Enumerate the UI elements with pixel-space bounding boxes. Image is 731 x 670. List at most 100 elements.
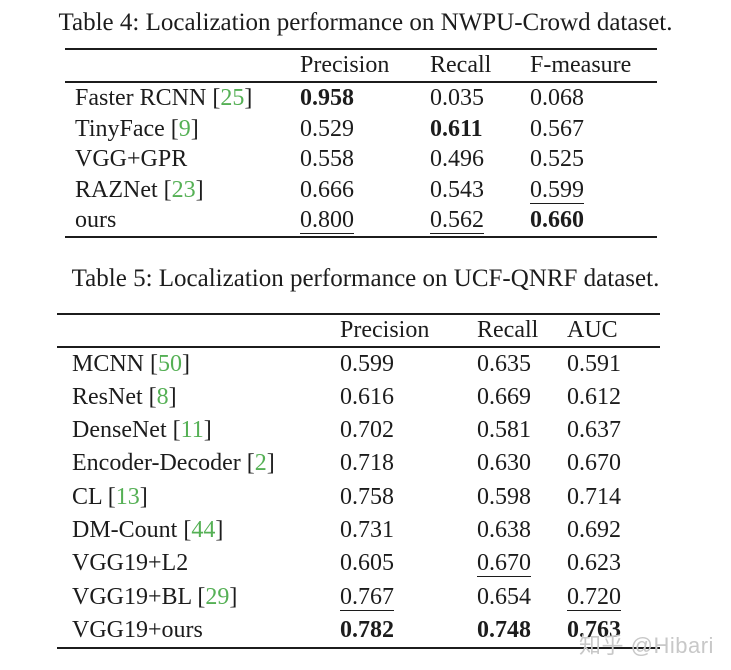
- method-label: VGG19+L2: [72, 550, 189, 577]
- value-cell: 0.543: [430, 175, 530, 206]
- method-label: RAZNet: [75, 176, 158, 203]
- citation-ref: 2: [254, 450, 267, 477]
- column-header: Precision: [340, 316, 430, 343]
- column-header: Recall: [477, 316, 539, 343]
- method-cell: ResNet [8]: [72, 383, 177, 410]
- metric-value: 0.591: [567, 350, 621, 377]
- metric-value: 0.782: [340, 616, 394, 643]
- value-cell: 0.635: [477, 348, 567, 381]
- method-cell: VGG+GPR: [65, 144, 300, 175]
- citation-ref: 11: [180, 417, 204, 444]
- table4-localization-nwpu: Precision Recall F-measure Faster RCNN [25]…: [65, 48, 657, 238]
- method-label: Encoder-Decoder: [72, 450, 241, 477]
- column-header: Recall: [430, 52, 492, 78]
- value-cell: 0.670: [567, 447, 660, 480]
- metric-value: 0.581: [477, 417, 531, 444]
- value-cell: 0.623: [567, 547, 660, 580]
- method-cell: VGG19+BL [29]: [72, 583, 238, 610]
- table-row: DenseNet [11] 0.702 0.581 0.637: [57, 414, 660, 447]
- method-label: CL: [72, 483, 102, 510]
- table4-caption: Table 4: Localization performance on NWP…: [58, 9, 673, 36]
- method-label: TinyFace: [75, 115, 165, 142]
- metric-value: 0.637: [567, 417, 621, 444]
- value-cell: 0.763: [567, 614, 660, 647]
- value-cell: 0.767: [340, 581, 477, 614]
- method-label: MCNN: [72, 350, 145, 377]
- table5-caption: Table 5: Localization performance on UCF…: [71, 264, 660, 292]
- value-cell: 0.800: [300, 205, 430, 236]
- method-cell: VGG19+ours: [57, 614, 340, 647]
- value-cell: 0.666: [300, 175, 430, 206]
- value-cell: 0.591: [567, 348, 660, 381]
- value-cell: 0.718: [340, 447, 477, 480]
- metric-value: 0.670: [567, 450, 621, 477]
- metric-value: 0.599: [340, 350, 394, 377]
- column-header: Precision: [300, 52, 390, 78]
- table5-localization-ucfqnrf: Precision Recall AUC MCNN [50] 0.599 0.635 0.5…: [57, 312, 660, 650]
- value-cell: 0.748: [477, 614, 567, 647]
- value-cell: 0.958: [300, 83, 430, 114]
- table-row: MCNN [50] 0.599 0.635 0.591: [57, 348, 660, 381]
- metric-value: 0.611: [430, 115, 483, 142]
- table-row: VGG19+ours 0.782 0.748 0.763: [57, 614, 660, 647]
- value-cell: 0.637: [567, 414, 660, 447]
- metric-value: 0.669: [477, 383, 531, 410]
- value-cell: 0.692: [567, 514, 660, 547]
- metric-value: 0.666: [300, 176, 354, 203]
- table-row: RAZNet [23] 0.666 0.543 0.599: [65, 175, 657, 206]
- metric-value: 0.670: [477, 550, 531, 578]
- value-cell: 0.598: [477, 481, 567, 514]
- paper-page: Table 4: Localization performance on NWP…: [0, 8, 731, 658]
- value-cell: 0.702: [340, 414, 477, 447]
- header-row: Precision Recall AUC: [57, 315, 660, 348]
- metric-value: 0.718: [340, 450, 394, 477]
- method-label: VGG19+ours: [72, 616, 203, 643]
- value-cell: 0.731: [340, 514, 477, 547]
- method-label: Faster RCNN: [75, 85, 207, 111]
- table-row: Encoder-Decoder [2] 0.718 0.630 0.670: [57, 447, 660, 480]
- metric-value: 0.616: [340, 383, 394, 410]
- method-label: VGG19+BL: [72, 583, 192, 610]
- metric-value: 0.731: [340, 516, 394, 543]
- citation-ref: 8: [156, 383, 169, 410]
- metric-value: 0.692: [567, 516, 621, 543]
- value-cell: 0.562: [430, 205, 530, 236]
- table-row: ours 0.800 0.562 0.660: [65, 205, 657, 236]
- method-label: DenseNet: [72, 417, 167, 444]
- method-label: VGG+GPR: [75, 146, 188, 172]
- metric-value: 0.035: [430, 85, 484, 111]
- citation-ref: 13: [115, 483, 140, 510]
- value-cell: 0.720: [567, 581, 660, 614]
- metric-value: 0.599: [530, 176, 584, 204]
- metric-value: 0.630: [477, 450, 531, 477]
- citation-ref: 29: [205, 583, 230, 610]
- metric-value: 0.638: [477, 516, 531, 543]
- method-cell: DM-Count [44]: [72, 516, 224, 543]
- metric-value: 0.558: [300, 146, 354, 172]
- metric-value: 0.496: [430, 146, 484, 172]
- metric-value: 0.605: [340, 550, 394, 577]
- metric-value: 0.748: [477, 616, 531, 643]
- metric-value: 0.714: [567, 483, 621, 510]
- value-cell: 0.581: [477, 414, 567, 447]
- metric-value: 0.529: [300, 115, 354, 142]
- metric-value: 0.562: [430, 207, 484, 234]
- metric-value: 0.525: [530, 146, 584, 172]
- value-cell: 0.605: [340, 547, 477, 580]
- method-cell: VGG19+L2: [57, 547, 340, 580]
- method-cell: Faster RCNN [25]: [75, 85, 253, 111]
- metric-value: 0.635: [477, 350, 531, 377]
- value-cell: 0.525: [530, 144, 657, 175]
- metric-value: 0.767: [340, 583, 394, 611]
- value-cell: 0.714: [567, 481, 660, 514]
- method-label: ResNet: [72, 383, 143, 410]
- method-label: ours: [75, 207, 117, 233]
- metric-value: 0.567: [530, 115, 584, 142]
- header-spacer: [65, 50, 300, 81]
- metric-value: 0.612: [567, 383, 621, 410]
- value-cell: 0.068: [530, 83, 657, 114]
- value-cell: 0.670: [477, 547, 567, 580]
- citation-ref: 44: [191, 516, 216, 543]
- value-cell: 0.630: [477, 447, 567, 480]
- metric-value: 0.763: [567, 616, 621, 643]
